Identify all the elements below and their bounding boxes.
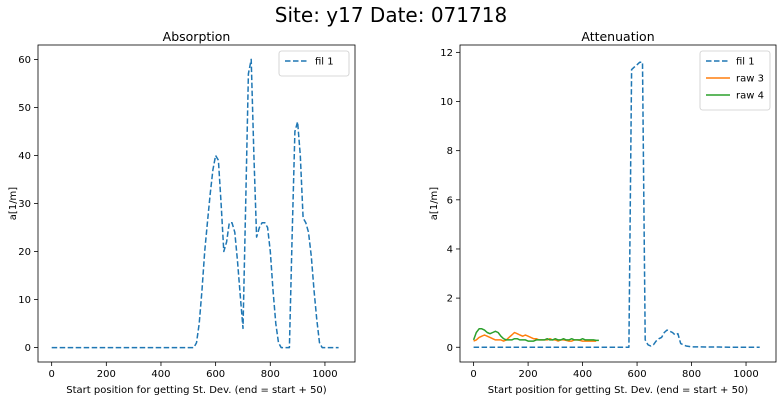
attenuation-legend: fil 1 raw 3 raw 4 <box>699 50 771 111</box>
absorption-axes-frame <box>37 44 356 363</box>
y-tick-label: 10 <box>18 295 31 306</box>
attenuation-title: Attenuation <box>581 29 654 44</box>
x-tick-label: 200 <box>97 369 116 380</box>
series-line-fil-1 <box>51 58 339 349</box>
figure-title: Site: y17 Date: 071718 <box>274 3 508 27</box>
y-tick-label: 60 <box>18 55 31 66</box>
x-tick-label: 800 <box>261 369 280 380</box>
y-tick-label: 40 <box>18 151 31 162</box>
x-tick-label: 0 <box>470 369 476 380</box>
absorption-xlabel: Start position for getting St. Dev. (end… <box>66 385 327 396</box>
y-tick-label: 0 <box>447 343 453 354</box>
x-tick-label: 600 <box>206 369 225 380</box>
x-tick-label: 1000 <box>312 369 337 380</box>
y-tick-label: 0 <box>25 343 31 354</box>
absorption-legend: fil 1 <box>278 50 350 77</box>
x-tick-label: 200 <box>519 369 538 380</box>
absorption-xticks: 0 200 400 600 800 1000 <box>48 362 338 380</box>
y-tick-label: 4 <box>447 244 453 255</box>
x-tick-label: 400 <box>573 369 592 380</box>
y-tick-label: 12 <box>440 48 453 59</box>
attenuation-plot: Attenuation Start position for getting S… <box>429 29 777 396</box>
series-line-raw-4 <box>472 328 599 342</box>
x-tick-label: 400 <box>151 369 170 380</box>
legend-label: fil 1 <box>315 57 334 68</box>
attenuation-yticks: 0 2 4 6 8 10 12 <box>440 48 460 354</box>
series-line-fil-1 <box>473 61 760 349</box>
x-tick-label: 800 <box>682 369 701 380</box>
x-tick-label: 600 <box>628 369 647 380</box>
absorption-plot: Absorption Start position for getting St… <box>8 29 356 396</box>
y-tick-label: 2 <box>447 294 453 305</box>
legend-label: fil 1 <box>736 57 755 68</box>
absorption-yticks: 0 10 20 30 40 50 60 <box>18 55 38 354</box>
absorption-series <box>51 58 339 349</box>
attenuation-series <box>472 61 760 349</box>
y-tick-label: 10 <box>440 97 453 108</box>
absorption-title: Absorption <box>163 29 231 44</box>
attenuation-ylabel: a[1/m] <box>429 187 440 221</box>
y-tick-label: 30 <box>18 199 31 210</box>
y-tick-label: 6 <box>447 195 453 206</box>
legend-box <box>278 50 350 77</box>
x-tick-label: 0 <box>48 369 54 380</box>
attenuation-xlabel: Start position for getting St. Dev. (end… <box>488 385 749 396</box>
legend-label: raw 4 <box>736 91 764 102</box>
y-tick-label: 20 <box>18 247 31 258</box>
y-tick-label: 50 <box>18 103 31 114</box>
y-tick-label: 8 <box>447 146 453 157</box>
absorption-ylabel: a[1/m] <box>8 187 19 221</box>
attenuation-xticks: 0 200 400 600 800 1000 <box>470 362 759 380</box>
attenuation-axes-frame <box>459 44 777 363</box>
legend-label: raw 3 <box>736 74 764 85</box>
x-tick-label: 1000 <box>733 369 758 380</box>
